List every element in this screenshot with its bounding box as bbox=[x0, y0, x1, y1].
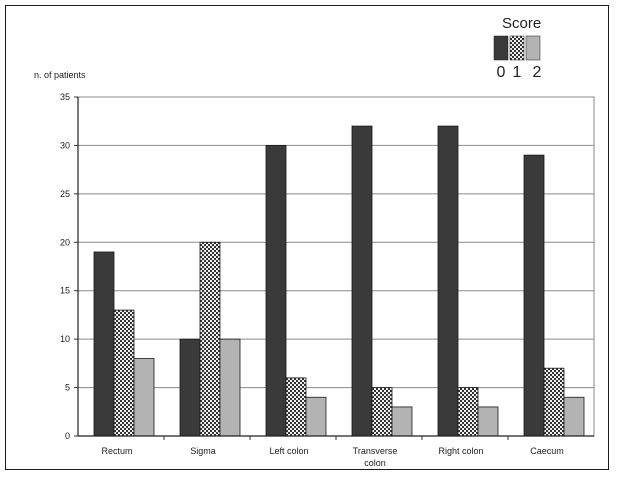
legend-label-2: 2 bbox=[533, 64, 542, 81]
bar-2-cat-2 bbox=[305, 396, 327, 437]
bar-1-cat-5 bbox=[543, 367, 565, 437]
legend-swatch-1 bbox=[509, 35, 525, 61]
legend-label-0: 0 bbox=[497, 64, 506, 81]
bar-0-cat-1 bbox=[179, 338, 201, 437]
y-tick-label: 10 bbox=[60, 334, 70, 344]
bar-1-cat-2 bbox=[285, 377, 307, 437]
y-axis-label: n. of patients bbox=[34, 70, 86, 80]
bar-0-cat-4 bbox=[437, 125, 459, 437]
x-category-label: Transverse colon bbox=[353, 446, 398, 468]
bar-2-cat-0 bbox=[133, 358, 155, 437]
bar-0-cat-5 bbox=[523, 154, 545, 437]
legend: Score 0 1 2 bbox=[493, 15, 542, 81]
legend-swatch-0 bbox=[493, 35, 509, 61]
bar-0-cat-3 bbox=[351, 125, 373, 437]
y-tick-label: 30 bbox=[60, 140, 70, 150]
legend-title: Score bbox=[502, 15, 541, 32]
x-category-label: Caecum bbox=[530, 446, 564, 456]
plot-area-border bbox=[77, 96, 595, 437]
chart-frame: 0 5 10 15 20 25 30 35 n. of patients Rectum Sigma L… bbox=[5, 5, 609, 470]
y-tick-label: 25 bbox=[60, 189, 70, 199]
bar-1-cat-1 bbox=[199, 241, 221, 437]
bar-2-cat-5 bbox=[563, 396, 585, 437]
x-category-label: Rectum bbox=[101, 446, 132, 456]
x-category-label: Sigma bbox=[190, 446, 216, 456]
x-category-label: Left colon bbox=[269, 446, 308, 456]
y-tick-label: 35 bbox=[60, 92, 70, 102]
bar-2-cat-4 bbox=[477, 406, 499, 437]
bar-1-cat-0 bbox=[113, 309, 135, 437]
bar-2-cat-3 bbox=[391, 406, 413, 437]
y-tick-label: 0 bbox=[65, 431, 70, 441]
y-tick-label: 20 bbox=[60, 237, 70, 247]
bar-2-cat-1 bbox=[219, 338, 241, 437]
bar-0-cat-0 bbox=[93, 251, 115, 437]
x-category-label: Right colon bbox=[438, 446, 483, 456]
bar-0-cat-2 bbox=[265, 145, 287, 437]
axes: 0 5 10 15 20 25 30 35 n. of patients Rectum Sigma L… bbox=[34, 70, 594, 468]
legend-swatch-2 bbox=[525, 35, 541, 61]
bars bbox=[93, 125, 585, 437]
y-tick-label: 5 bbox=[65, 383, 70, 393]
y-tick-label: 15 bbox=[60, 286, 70, 296]
bar-1-cat-4 bbox=[457, 387, 479, 437]
gridlines bbox=[77, 96, 595, 437]
legend-label-1: 1 bbox=[513, 64, 522, 81]
bar-1-cat-3 bbox=[371, 387, 393, 437]
